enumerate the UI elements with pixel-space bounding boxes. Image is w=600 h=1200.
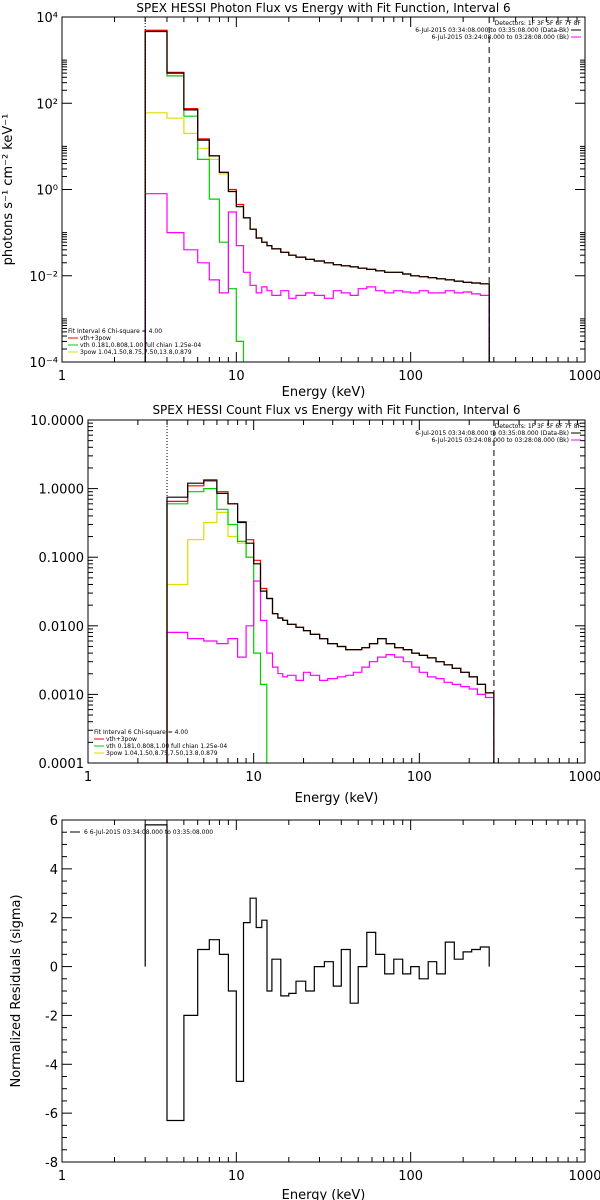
y-tick-label: 10⁻⁴ [29, 356, 58, 371]
x-tick-label: 10 [228, 1169, 245, 1184]
plot-frame [61, 16, 586, 363]
series-line-6 [144, 824, 490, 1122]
x-tick-label: 10 [228, 369, 245, 384]
legend-entry: vth+3pow [80, 335, 111, 342]
y-tick-label: 10⁻² [29, 270, 58, 285]
y-tick-label: -6 [45, 1107, 58, 1122]
x-axis-label: Energy (keV) [282, 385, 366, 400]
y-tick-label: 2 [50, 912, 58, 927]
chart-panel-1: 1 10 100 1000 10⁻⁴ 10⁻² 10⁰ 10² 10⁴ SPEX HESSI Ph… [1, 1, 600, 400]
legend-entry: vth 0.181,0.808,1.00 full chian 1.25e-04 [80, 342, 201, 349]
x-tick-label: 1000 [568, 369, 600, 384]
series-group [166, 479, 495, 763]
series-group [144, 29, 490, 362]
series-group [144, 824, 490, 1122]
series-line-vth [144, 29, 245, 362]
y-tick-label: 6 [50, 814, 58, 829]
legend-header: Detectors: 1F 3F 5F 6F 7F 8F [495, 20, 582, 27]
y-axis-label: photons s⁻¹ cm⁻² keV⁻¹ [1, 114, 16, 266]
y-tick-label: 0 [50, 961, 58, 976]
y-tick-label: -8 [45, 1156, 58, 1171]
plot-frame [87, 419, 586, 764]
x-tick-label: 1000 [568, 1169, 600, 1184]
x-tick-label: 100 [407, 770, 432, 785]
x-tick-label: 10 [245, 770, 262, 785]
x-tick-label: 100 [398, 369, 423, 384]
x-tick-label: 100 [398, 1169, 423, 1184]
y-tick-label: 0.1000 [39, 551, 85, 566]
y-tick-label: 4 [50, 863, 58, 878]
y-tick-label: 10² [36, 97, 58, 112]
legend-entry: 6-Jul-2015 03:34:08.000 to 03:35:08.000 … [415, 430, 569, 437]
legend-entry: 6 6-Jul-2015 03:34:08.000 to 03:35:08.00… [84, 829, 213, 836]
legend-bottom: Fit Interval 6 Chi-square = 4.00vth+3pow… [94, 729, 227, 757]
series-line-3pow [144, 112, 490, 362]
legend-entry: 6-Jul-2015 03:24:08.000 to 03:28:08.000 … [431, 437, 569, 444]
legend-entry: 6-Jul-2015 03:34:08.000 to 03:35:08.000 … [415, 27, 569, 34]
legend-entry: 3pow 1.04,1.50,8.75,7.50,13.8,0.879 [106, 750, 218, 757]
x-tick-label: 1 [58, 1169, 66, 1184]
legend-header: Detectors: 1F 3F 5F 6F 7F 8F [495, 423, 582, 430]
legend-top: Detectors: 1F 3F 5F 6F 7F 8F6-Jul-2015 0… [415, 20, 581, 41]
y-tick-label: -2 [45, 1009, 58, 1024]
y-axis-label: Normalized Residuals (sigma) [9, 894, 24, 1087]
chart-title: SPEX HESSI Count Flux vs Energy with Fit… [152, 403, 520, 417]
plot-frame [61, 819, 586, 1163]
y-tick-label: 1.0000 [39, 483, 85, 498]
y-tick-label: -4 [45, 1058, 58, 1073]
x-axis-label: Energy (keV) [282, 1188, 366, 1200]
y-tick-label: 10⁴ [36, 11, 58, 26]
x-axis-label: Energy (keV) [295, 791, 379, 806]
y-tick-label: 0.0100 [39, 620, 85, 635]
legend-top: 6 6-Jul-2015 03:34:08.000 to 03:35:08.00… [70, 829, 213, 836]
chart-panel-2: 1 10 100 1000 0.0001 0.0010 0.0100 0.1000 1.0000… [30, 403, 600, 806]
legend-entry: 6-Jul-2015 03:24:08.000 to 03:28:08.000 … [431, 34, 569, 41]
y-tick-label: 0.0010 [39, 688, 85, 703]
legend-top: Detectors: 1F 3F 5F 6F 7F 8F6-Jul-2015 0… [415, 423, 581, 444]
series-line-vth-3pow [144, 29, 490, 362]
legend-header: Fit Interval 6 Chi-square = 4.00 [68, 328, 162, 335]
series-line-data-bk [144, 30, 490, 362]
legend-entry: vth+3pow [106, 736, 137, 743]
x-tick-label: 1 [58, 369, 66, 384]
legend-bottom: Fit Interval 6 Chi-square = 4.00vth+3pow… [68, 328, 201, 356]
y-tick-label: 10⁰ [36, 184, 58, 199]
series-line-3pow [166, 511, 495, 763]
x-tick-label: 1 [84, 770, 92, 785]
legend-entry: 3pow 1.04,1.50,8.75,7.50,13.8,0.879 [80, 349, 192, 356]
series-line-bk [166, 580, 495, 763]
series-line-data-bk [166, 480, 495, 763]
chart-panel-3: 1 10 100 1000 -8 -6 -4 -2 0 2 4 6 Energy (keV) Normal… [9, 814, 600, 1200]
y-tick-label: 10.0000 [30, 414, 84, 429]
x-tick-label: 1000 [568, 770, 600, 785]
legend-header: Fit Interval 6 Chi-square = 4.00 [94, 729, 188, 736]
legend-entry: vth 0.181,0.808,1.00 full chian 1.25e-04 [106, 743, 227, 750]
chart-title: SPEX HESSI Photon Flux vs Energy with Fi… [136, 1, 510, 15]
series-line-vth [166, 488, 268, 763]
series-line-bk [144, 193, 490, 362]
y-tick-label: 0.0001 [39, 757, 85, 772]
